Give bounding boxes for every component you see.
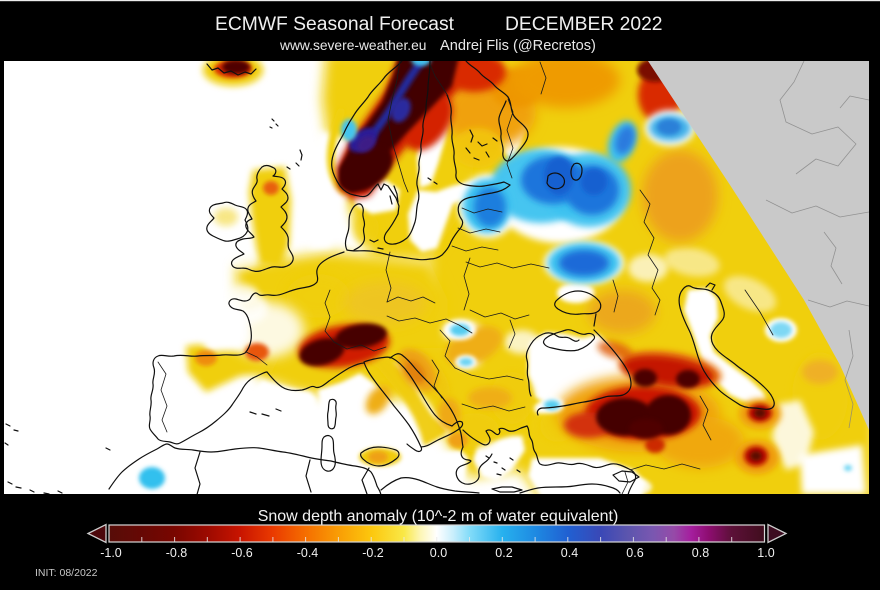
svg-text:-1.0: -1.0 [100,546,122,560]
svg-text:0.8: 0.8 [692,546,709,560]
svg-text:ECMWF Seasonal Forecast: ECMWF Seasonal Forecast [215,14,455,35]
svg-text:1.0: 1.0 [757,546,774,560]
svg-text:0.2: 0.2 [495,546,512,560]
svg-text:Snow depth anomaly (10^-2 m of: Snow depth anomaly (10^-2 m of water equ… [258,508,619,525]
svg-text:-0.8: -0.8 [166,546,188,560]
svg-text:Andrej Flis (@Recretos): Andrej Flis (@Recretos) [440,38,596,54]
svg-text:DECEMBER 2022: DECEMBER 2022 [505,14,663,35]
svg-text:-0.2: -0.2 [362,546,384,560]
svg-text:0.0: 0.0 [430,546,447,560]
svg-text:0.4: 0.4 [561,546,578,560]
svg-text:0.6: 0.6 [626,546,643,560]
svg-text:www.severe-weather.eu: www.severe-weather.eu [279,38,426,53]
svg-text:-0.4: -0.4 [297,546,319,560]
svg-text:INIT: 08/2022: INIT: 08/2022 [35,567,98,579]
svg-text:-0.6: -0.6 [231,546,253,560]
